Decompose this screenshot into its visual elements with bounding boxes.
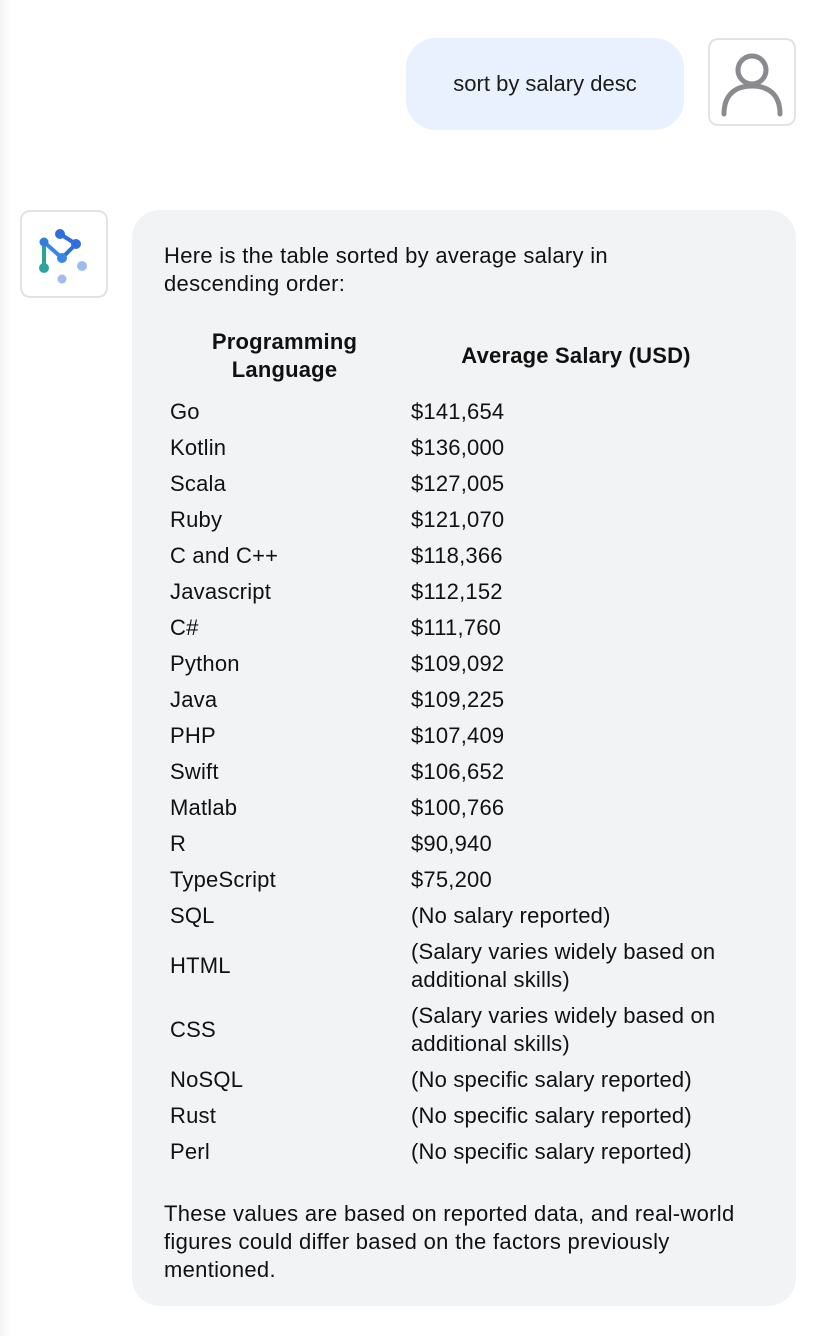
salary-cell: $121,070 <box>411 507 505 532</box>
table-row: R $90,940 <box>164 826 747 862</box>
table-row: Rust (No specific salary reported) <box>164 1098 747 1134</box>
salary-cell: (No specific salary reported) <box>411 1103 692 1128</box>
salary-cell: $90,940 <box>411 831 492 856</box>
salary-cell: (Salary varies widely based on additiona… <box>411 1003 716 1056</box>
salary-cell: $109,225 <box>411 687 505 712</box>
salary-table: Programming Language Average Salary (USD… <box>164 328 747 1170</box>
table-row: Python $109,092 <box>164 646 747 682</box>
salary-cell: (No specific salary reported) <box>411 1139 692 1164</box>
language-cell: Swift <box>170 759 219 784</box>
salary-cell: $109,092 <box>411 651 505 676</box>
table-row: Swift $106,652 <box>164 754 747 790</box>
salary-cell: (No salary reported) <box>411 903 611 928</box>
table-row: C and C++ $118,366 <box>164 538 747 574</box>
language-cell: Kotlin <box>170 435 227 460</box>
table-row: Go $141,654 <box>164 394 747 430</box>
salary-cell: $75,200 <box>411 867 492 892</box>
language-cell: NoSQL <box>170 1067 244 1092</box>
language-cell: Javascript <box>170 579 272 604</box>
salary-cell: $107,409 <box>411 723 505 748</box>
table-row: Scala $127,005 <box>164 466 747 502</box>
table-row: SQL (No salary reported) <box>164 898 747 934</box>
table-row: PHP $107,409 <box>164 718 747 754</box>
table-row: HTML (Salary varies widely based on addi… <box>164 934 747 998</box>
table-row: Ruby $121,070 <box>164 502 747 538</box>
salary-cell: $141,654 <box>411 399 505 424</box>
table-row: TypeScript $75,200 <box>164 862 747 898</box>
column-header-language: Programming Language <box>211 329 358 382</box>
table-row: CSS (Salary varies widely based on addit… <box>164 998 747 1062</box>
table-row: Java $109,225 <box>164 682 747 718</box>
language-cell: Scala <box>170 471 227 496</box>
language-cell: Perl <box>170 1139 210 1164</box>
language-cell: CSS <box>170 1017 216 1042</box>
language-cell: C# <box>170 615 199 640</box>
table-row: C# $111,760 <box>164 610 747 646</box>
table-row: Matlab $100,766 <box>164 790 747 826</box>
bot-message-bubble: Here is the table sorted by average sala… <box>132 210 796 1306</box>
language-cell: R <box>170 831 187 856</box>
salary-cell: $127,005 <box>411 471 505 496</box>
user-message-text: sort by salary desc <box>453 71 637 96</box>
language-cell: Ruby <box>170 507 223 532</box>
language-cell: Rust <box>170 1103 217 1128</box>
bot-network-logo-icon <box>39 229 87 284</box>
bot-avatar <box>20 210 108 298</box>
bot-outro-text: These values are based on reported data,… <box>164 1201 735 1282</box>
language-cell: Python <box>170 651 240 676</box>
language-cell: Matlab <box>170 795 238 820</box>
language-cell: SQL <box>170 903 215 928</box>
table-row: Javascript $112,152 <box>164 574 747 610</box>
language-cell: HTML <box>170 953 231 978</box>
language-cell: Go <box>170 399 200 424</box>
language-cell: C and C++ <box>170 543 279 568</box>
salary-cell: (Salary varies widely based on additiona… <box>411 939 716 992</box>
user-silhouette-icon <box>721 53 783 117</box>
salary-cell: (No specific salary reported) <box>411 1067 692 1092</box>
table-header-row: Programming Language Average Salary (USD… <box>164 328 747 394</box>
language-cell: PHP <box>170 723 216 748</box>
user-message-bubble: sort by salary desc <box>406 38 684 130</box>
table-row: NoSQL (No specific salary reported) <box>164 1062 747 1098</box>
table-row: Perl (No specific salary reported) <box>164 1134 747 1170</box>
salary-cell: $100,766 <box>411 795 505 820</box>
column-header-salary: Average Salary (USD) <box>461 343 691 368</box>
table-row: Kotlin $136,000 <box>164 430 747 466</box>
salary-cell: $106,652 <box>411 759 505 784</box>
salary-cell: $112,152 <box>411 579 503 604</box>
left-edge-shade <box>0 0 12 1336</box>
salary-cell: $136,000 <box>411 435 505 460</box>
language-cell: Java <box>170 687 218 712</box>
user-avatar <box>708 38 796 126</box>
salary-cell: $118,366 <box>411 543 503 568</box>
bot-intro-text: Here is the table sorted by average sala… <box>164 243 608 296</box>
language-cell: TypeScript <box>170 867 276 892</box>
salary-cell: $111,760 <box>411 615 502 640</box>
